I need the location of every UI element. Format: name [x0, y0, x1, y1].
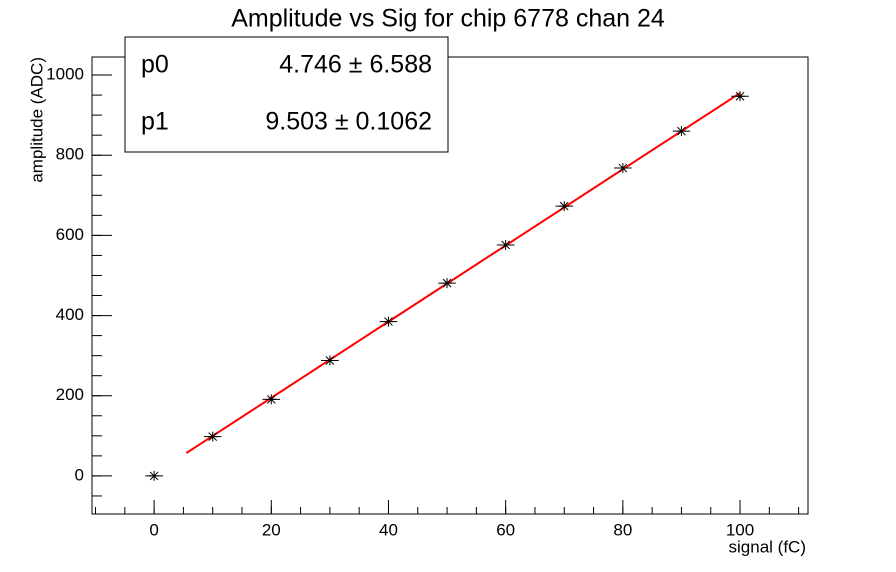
marker — [442, 278, 453, 289]
marker — [149, 470, 160, 481]
stats-name: p0 — [141, 51, 169, 79]
x-tick-label: 20 — [262, 520, 281, 539]
fit-line — [185, 92, 741, 454]
marker — [617, 163, 628, 174]
stats-value: 9.503 ± 0.1062 — [265, 108, 432, 136]
x-tick-label: 40 — [379, 520, 398, 539]
marker — [735, 91, 746, 102]
stats-value: 4.746 ± 6.588 — [279, 51, 432, 79]
marker — [266, 394, 277, 405]
stats-box — [124, 36, 449, 153]
marker — [324, 355, 335, 366]
y-tick-label: 600 — [56, 225, 84, 244]
x-tick-label: 100 — [726, 520, 754, 539]
y-tick-label: 200 — [56, 385, 84, 404]
marker — [559, 201, 570, 212]
marker — [500, 240, 511, 251]
y-tick-label: 400 — [56, 305, 84, 324]
y-tick-label: 0 — [75, 465, 84, 484]
x-tick-label: 0 — [149, 520, 158, 539]
y-tick-label: 800 — [56, 145, 84, 164]
marker — [676, 126, 687, 137]
x-axis-title: signal (fC) — [729, 537, 806, 556]
stats-name: p1 — [141, 108, 169, 136]
x-tick-label: 60 — [496, 520, 515, 539]
plot-frame — [91, 56, 809, 515]
y-tick-label: 1000 — [46, 65, 84, 84]
x-tick-label: 80 — [613, 520, 632, 539]
marker — [207, 431, 218, 442]
marker — [383, 316, 394, 327]
chart-title: Amplitude vs Sig for chip 6778 chan 24 — [231, 5, 665, 33]
y-axis-title: amplitude (ADC) — [27, 57, 46, 183]
